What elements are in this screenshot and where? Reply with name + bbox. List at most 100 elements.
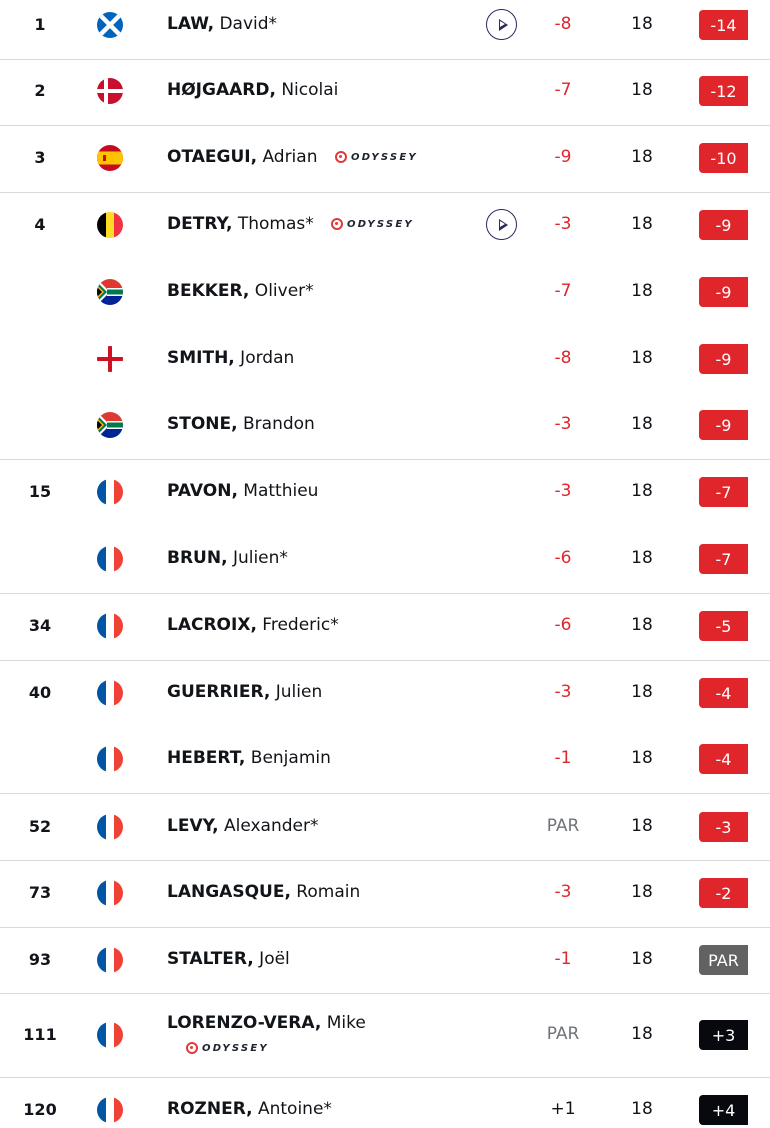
spain-flag-icon	[97, 145, 123, 171]
france-flag-icon	[97, 479, 123, 505]
holes-thru: 18	[631, 682, 653, 702]
holes-thru: 18	[631, 481, 653, 501]
sponsor-logo: ODYSSEY	[331, 218, 414, 230]
total-score-badge: -4	[699, 744, 748, 774]
player-name-link[interactable]: HØJGAARD, Nicolai	[167, 80, 338, 100]
group-divider	[0, 459, 770, 460]
position-label: 4	[34, 215, 46, 234]
player-name-link[interactable]: HEBERT, Benjamin	[167, 748, 331, 768]
player-name-link[interactable]: OTAEGUI, Adrian	[167, 147, 317, 167]
france-flag-icon	[97, 947, 123, 973]
today-score: PAR	[546, 1024, 580, 1044]
position-label: 93	[28, 950, 52, 969]
today-score: -1	[554, 949, 572, 969]
player-name-link[interactable]: LACROIX, Frederic*	[167, 615, 339, 635]
player-first-name: Julien	[270, 682, 323, 702]
player-first-name: David*	[214, 14, 278, 34]
total-score-badge: -9	[699, 210, 748, 240]
position-label: 3	[34, 148, 46, 167]
player-first-name: Oliver*	[249, 281, 314, 301]
holes-thru: 18	[631, 748, 653, 768]
odyssey-logo-icon	[335, 151, 347, 163]
group-divider	[0, 993, 770, 994]
player-last-name: BRUN,	[167, 548, 228, 568]
player-name-link[interactable]: BRUN, Julien*	[167, 548, 288, 568]
play-video-button[interactable]	[486, 209, 517, 240]
player-last-name: SMITH,	[167, 348, 235, 368]
holes-thru: 18	[631, 548, 653, 568]
player-name-link[interactable]: GUERRIER, Julien	[167, 682, 322, 702]
player-name-link[interactable]: SMITH, Jordan	[167, 348, 294, 368]
player-first-name: Nicolai	[275, 80, 339, 100]
today-score: PAR	[546, 816, 580, 836]
holes-thru: 18	[631, 882, 653, 902]
today-score: -3	[554, 882, 572, 902]
france-flag-icon	[97, 746, 123, 772]
total-score-badge: +3	[699, 1020, 748, 1050]
holes-thru: 18	[631, 949, 653, 969]
holes-thru: 18	[631, 615, 653, 635]
total-score-badge: -14	[699, 10, 748, 40]
today-score: -3	[554, 214, 572, 234]
total-score-badge: -7	[699, 544, 748, 574]
total-score-badge: -3	[699, 812, 748, 842]
player-name-link[interactable]: ROZNER, Antoine*	[167, 1099, 332, 1119]
player-first-name: Jordan	[234, 348, 295, 368]
england-flag-icon	[97, 346, 123, 372]
group-divider	[0, 1077, 770, 1078]
today-score: -7	[554, 281, 572, 301]
player-first-name: Alexander*	[218, 816, 319, 836]
today-score: -3	[554, 414, 572, 434]
today-score: -6	[554, 548, 572, 568]
total-score-badge: +4	[699, 1095, 748, 1125]
group-divider	[0, 660, 770, 661]
position-label: 52	[28, 817, 52, 836]
sponsor-logo-text: ODYSSEY	[351, 151, 418, 163]
player-first-name: Brandon	[237, 414, 315, 434]
south-africa-flag-icon	[97, 412, 123, 438]
odyssey-logo-icon	[186, 1042, 198, 1054]
player-first-name: Antoine*	[252, 1099, 332, 1119]
france-flag-icon	[97, 814, 123, 840]
player-name-link[interactable]: BEKKER, Oliver*	[167, 281, 314, 301]
player-name-link[interactable]: PAVON, Matthieu	[167, 481, 318, 501]
group-divider	[0, 59, 770, 60]
player-name-link[interactable]: LORENZO-VERA, Mike	[167, 1013, 366, 1033]
denmark-flag-icon	[97, 78, 123, 104]
holes-thru: 18	[631, 816, 653, 836]
player-name-link[interactable]: LAW, David*	[167, 14, 277, 34]
player-name-link[interactable]: STALTER, Joël	[167, 949, 290, 969]
player-name-link[interactable]: STONE, Brandon	[167, 414, 315, 434]
position-label: 34	[28, 616, 52, 635]
today-score: -3	[554, 481, 572, 501]
player-last-name: LACROIX,	[167, 615, 257, 635]
player-last-name: OTAEGUI,	[167, 147, 258, 167]
play-video-button[interactable]	[486, 9, 517, 40]
france-flag-icon	[97, 1022, 123, 1048]
player-name-link[interactable]: DETRY, Thomas*	[167, 214, 314, 234]
france-flag-icon	[97, 613, 123, 639]
player-last-name: LANGASQUE,	[167, 882, 291, 902]
sponsor-logo: ODYSSEY	[335, 151, 418, 163]
player-name-link[interactable]: LANGASQUE, Romain	[167, 882, 360, 902]
player-first-name: Adrian	[257, 147, 318, 167]
player-name-link[interactable]: LEVY, Alexander*	[167, 816, 318, 836]
belgium-flag-icon	[97, 212, 123, 238]
